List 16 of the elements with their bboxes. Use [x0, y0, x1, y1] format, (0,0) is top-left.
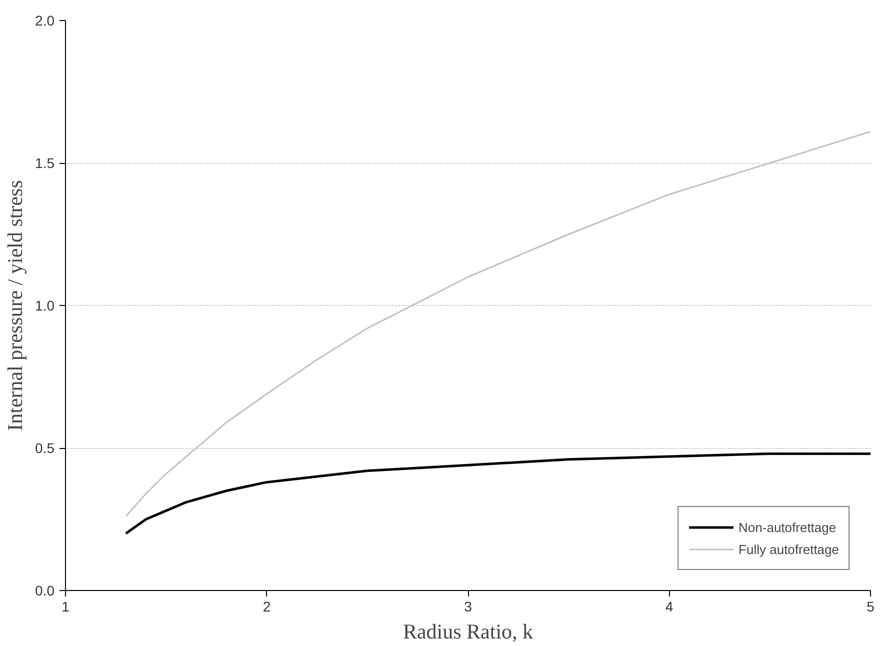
y-tick-label: 2.0	[35, 12, 55, 28]
legend-label: Fully autofrettage	[738, 542, 839, 556]
line-series	[125, 130, 870, 518]
y-tick-label: 1.5	[35, 155, 55, 171]
x-tick-label: 2	[262, 598, 271, 614]
x-tick-label: 4	[665, 598, 674, 614]
y-tick-label: 0.0	[35, 582, 55, 598]
x-tick-label: 3	[464, 598, 472, 614]
y-tick-label: 1.0	[35, 298, 55, 314]
x-tick-label: 5	[866, 598, 875, 614]
legend-label: Non-autofrettage	[738, 520, 836, 534]
y-tick-label: 0.5	[35, 440, 55, 456]
line-series	[124, 452, 870, 535]
x-tick-label: 1	[62, 598, 70, 614]
x-axis-title: Radius Ratio, k	[402, 620, 534, 644]
y-axis-title: Internal pressure / yield stress	[3, 180, 28, 431]
